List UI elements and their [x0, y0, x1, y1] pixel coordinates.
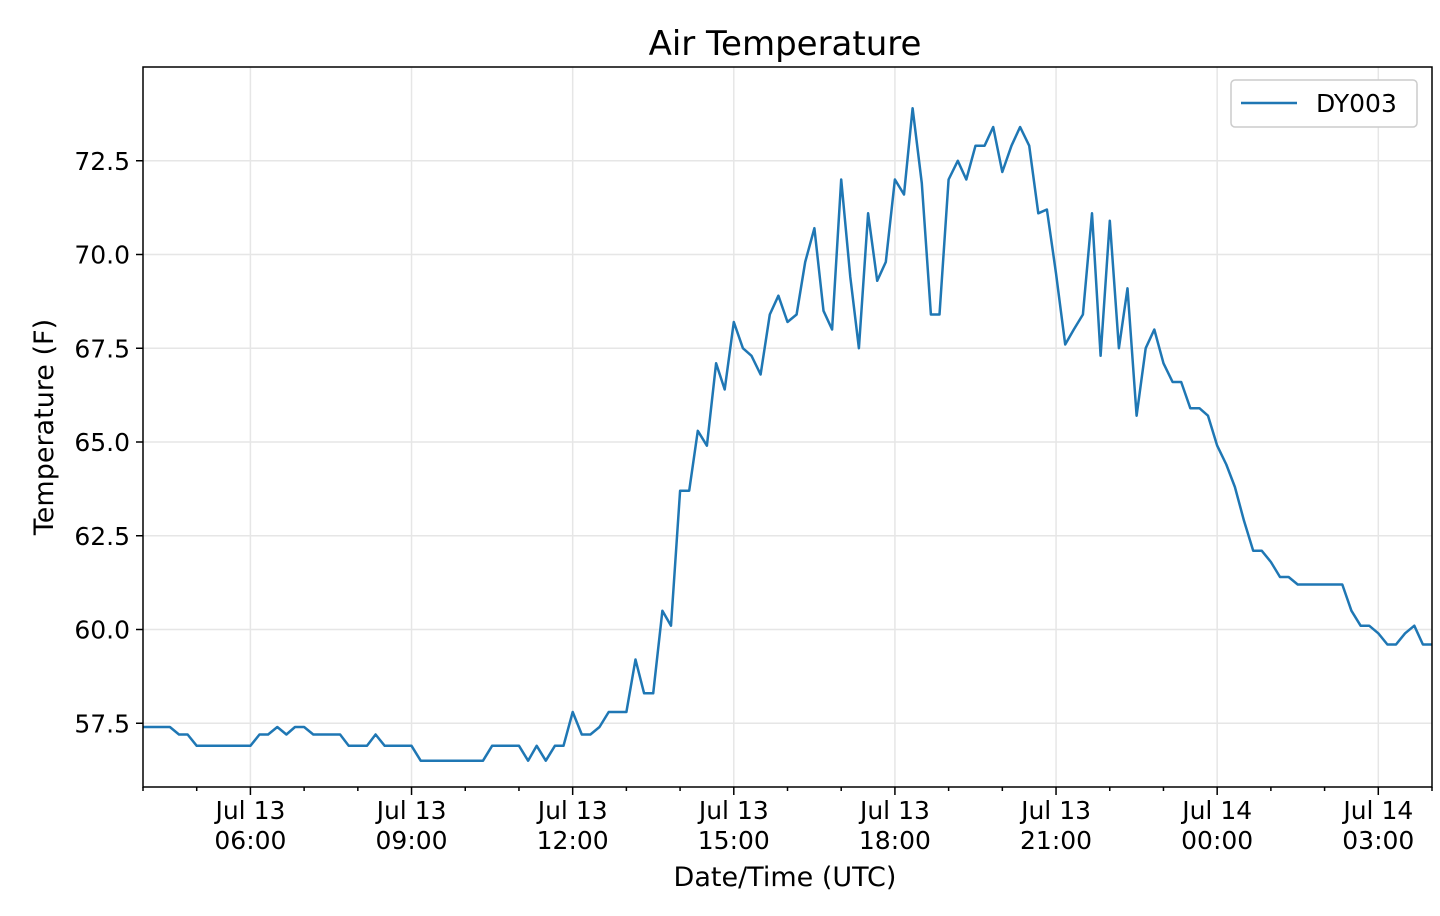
legend: DY003 [1230, 79, 1418, 128]
x-tick-label-time: 03:00 [1342, 826, 1414, 855]
x-tick-label-date: Jul 13 [536, 796, 608, 825]
series-line-DY003 [143, 106, 1432, 762]
x-tick-label-date: Jul 13 [1019, 796, 1091, 825]
y-tick-label: 65.0 [74, 428, 130, 457]
plot-frame [142, 66, 1433, 788]
legend-box [1230, 79, 1418, 128]
y-axis-label: Temperature (F) [29, 319, 60, 536]
y-tick-label: 62.5 [74, 522, 130, 551]
x-tick-label-time: 12:00 [537, 826, 609, 855]
x-tick-label-date: Jul 13 [858, 796, 930, 825]
x-tick-label-time: 15:00 [698, 826, 770, 855]
y-axis-ticks: 57.5 60.0 62.5 65.0 67.5 70.0 72.5 [74, 147, 143, 738]
x-tick-label-date: Jul 13 [697, 796, 769, 825]
y-tick-label: 70.0 [74, 241, 130, 270]
x-tick-label-time: 09:00 [376, 826, 448, 855]
x-tick-label-time: 18:00 [859, 826, 931, 855]
series-layer [143, 106, 1432, 762]
x-tick-label-date: Jul 13 [213, 796, 285, 825]
chart-title: Air Temperature [649, 24, 922, 64]
y-tick-label: 60.0 [74, 616, 130, 645]
x-tick-label-time: 21:00 [1020, 826, 1092, 855]
x-axis-label: Date/Time (UTC) [674, 862, 897, 893]
x-tick-label-date: Jul 13 [375, 796, 447, 825]
y-tick-label: 67.5 [74, 334, 130, 363]
y-tick-label: 72.5 [74, 147, 130, 176]
y-tick-label: 57.5 [74, 709, 130, 738]
legend-label: DY003 [1316, 89, 1397, 118]
gridlines [143, 67, 1432, 787]
x-tick-label-time: 06:00 [214, 826, 286, 855]
x-tick-label-date: Jul 14 [1341, 796, 1413, 825]
x-tick-label-date: Jul 14 [1180, 796, 1252, 825]
x-tick-label-time: 00:00 [1181, 826, 1253, 855]
